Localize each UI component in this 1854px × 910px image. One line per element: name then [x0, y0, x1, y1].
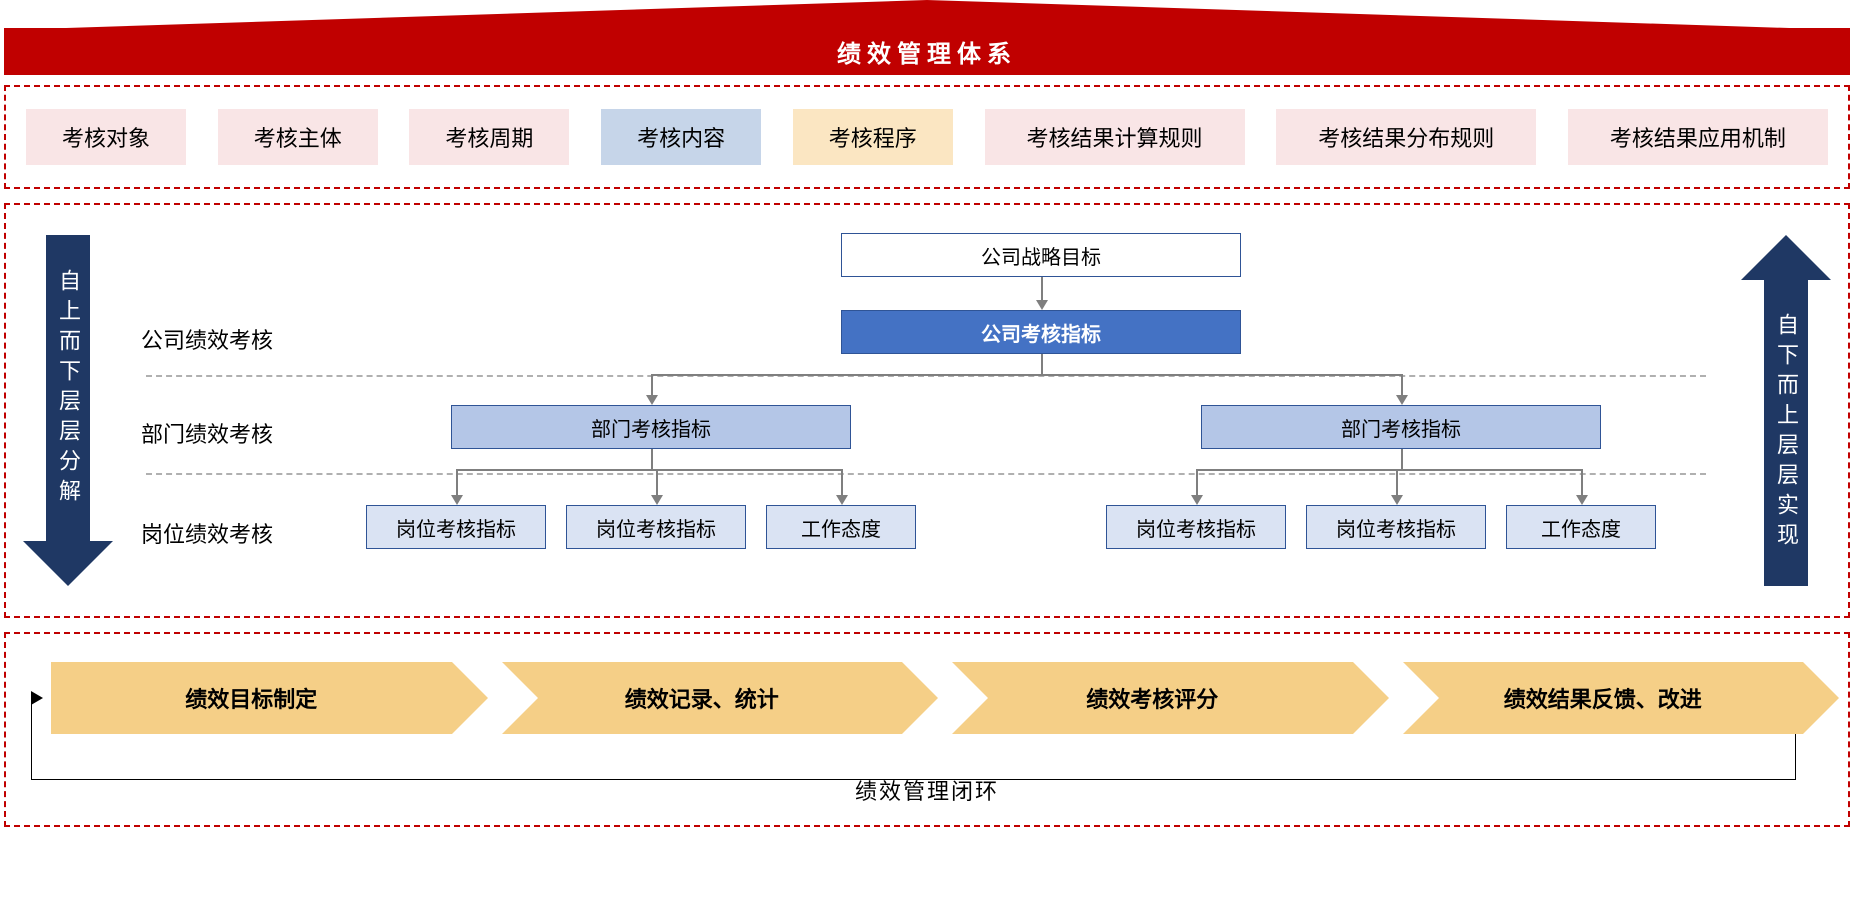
- tabs-section: 考核对象考核主体考核周期考核内容考核程序考核结果计算规则考核结果分布规则考核结果…: [4, 85, 1850, 189]
- vline-8: [1401, 449, 1403, 469]
- loop-arrowhead-icon: [31, 691, 43, 705]
- connector-arrowhead-7: [1391, 495, 1403, 505]
- vline-5: [456, 469, 458, 495]
- tab-5: 考核结果计算规则: [985, 109, 1245, 165]
- roof-title: 绩效管理体系: [4, 28, 1850, 75]
- hline-2: [1196, 469, 1583, 471]
- cycle-section: 绩效目标制定绩效记录、统计绩效考核评分绩效结果反馈、改进 绩效管理闭环: [4, 632, 1850, 827]
- vline-1: [1041, 354, 1043, 374]
- connector-arrowhead-0: [1036, 300, 1048, 310]
- hierarchy-section: 自上而下层层分解 自下而上层层实现 公司绩效考核部门绩效考核岗位绩效考核 公司战…: [4, 203, 1850, 618]
- flow-box-b3: 部门考核指标: [1201, 405, 1601, 449]
- tab-0: 考核对象: [26, 109, 186, 165]
- roof-triangle-left: [4, 0, 927, 30]
- flow-box-b0: 公司战略目标: [841, 233, 1241, 277]
- vline-3: [1401, 374, 1403, 395]
- roof-triangle-right: [927, 0, 1850, 30]
- loop-line: [31, 698, 32, 779]
- row-labels: 公司绩效考核部门绩效考核岗位绩效考核: [131, 205, 331, 616]
- tab-4: 考核程序: [793, 109, 953, 165]
- arrowhead-down-icon: [23, 541, 113, 586]
- tab-3: 考核内容: [601, 109, 761, 165]
- hline-0: [651, 374, 1403, 376]
- vline-0: [1041, 277, 1043, 300]
- cycle-step-3: 绩效结果反馈、改进: [1403, 662, 1804, 734]
- flow-box-b1: 公司考核指标: [841, 310, 1241, 354]
- flow-box-b5: 岗位考核指标: [566, 505, 746, 549]
- vline-7: [841, 469, 843, 495]
- dashed-divider-1: [146, 473, 1706, 475]
- loop-line: [31, 779, 1796, 780]
- loop-line: [1795, 734, 1796, 779]
- big-arrow-down: 自上而下层层分解: [46, 235, 90, 586]
- flow-box-b2: 部门考核指标: [451, 405, 851, 449]
- connector-arrowhead-3: [451, 495, 463, 505]
- vline-6: [656, 469, 658, 495]
- vline-11: [1581, 469, 1583, 495]
- row-label-2: 岗位绩效考核: [141, 517, 273, 549]
- tab-2: 考核周期: [409, 109, 569, 165]
- flow-box-b6: 工作态度: [766, 505, 916, 549]
- cycle-step-0: 绩效目标制定: [51, 662, 452, 734]
- big-arrow-down-label: 自上而下层层分解: [46, 235, 90, 542]
- connector-arrowhead-5: [836, 495, 848, 505]
- connector-arrowhead-4: [651, 495, 663, 505]
- row-label-0: 公司绩效考核: [141, 323, 273, 355]
- flow-box-b8: 岗位考核指标: [1306, 505, 1486, 549]
- tab-1: 考核主体: [218, 109, 378, 165]
- big-arrow-up: 自下而上层层实现: [1764, 235, 1808, 586]
- row-label-1: 部门绩效考核: [141, 417, 273, 449]
- flow-box-b7: 岗位考核指标: [1106, 505, 1286, 549]
- tab-6: 考核结果分布规则: [1276, 109, 1536, 165]
- arrowhead-up-icon: [1741, 235, 1831, 280]
- vline-4: [651, 449, 653, 469]
- roof: 绩效管理体系: [0, 0, 1854, 75]
- vline-10: [1396, 469, 1398, 495]
- big-arrow-up-label: 自下而上层层实现: [1764, 279, 1808, 586]
- flow-box-b4: 岗位考核指标: [366, 505, 546, 549]
- connector-arrowhead-2: [1396, 395, 1408, 405]
- flow-area: 公司战略目标公司考核指标部门考核指标部门考核指标岗位考核指标岗位考核指标工作态度…: [346, 205, 1728, 616]
- cycle-step-2: 绩效考核评分: [952, 662, 1353, 734]
- vline-9: [1196, 469, 1198, 495]
- vline-2: [651, 374, 653, 395]
- hline-1: [456, 469, 843, 471]
- tab-7: 考核结果应用机制: [1568, 109, 1828, 165]
- connector-arrowhead-6: [1191, 495, 1203, 505]
- connector-arrowhead-8: [1576, 495, 1588, 505]
- chevron-row: 绩效目标制定绩效记录、统计绩效考核评分绩效结果反馈、改进: [51, 662, 1803, 734]
- connector-arrowhead-1: [646, 395, 658, 405]
- cycle-step-1: 绩效记录、统计: [502, 662, 903, 734]
- flow-box-b9: 工作态度: [1506, 505, 1656, 549]
